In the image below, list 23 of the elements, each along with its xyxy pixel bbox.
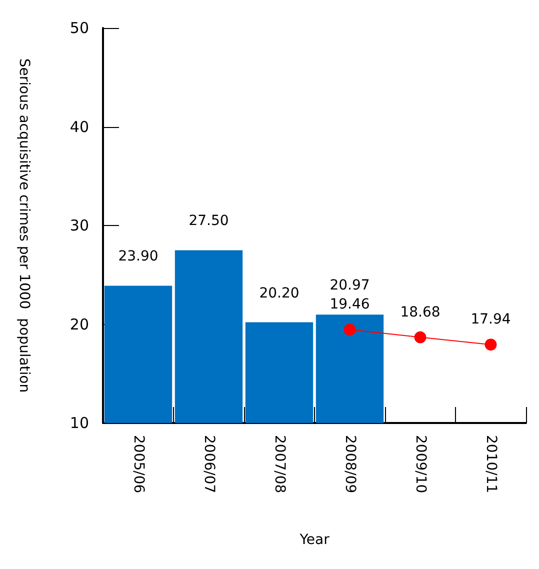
- y-tick-label: 20: [70, 315, 89, 334]
- data-label: 18.68: [400, 304, 440, 320]
- x-tick-label: 2006/07: [200, 435, 217, 494]
- data-label: 20.97: [330, 278, 370, 294]
- y-axis-title: Serious acquisitive crimes per 1000 population: [16, 58, 32, 393]
- x-tick-label: 2008/09: [342, 435, 358, 494]
- data-label: 19.46: [330, 296, 370, 313]
- point: [344, 324, 356, 336]
- x-axis-title: Year: [298, 532, 330, 548]
- y-tick-label: 30: [70, 216, 89, 234]
- data-label: 27.50: [188, 213, 229, 230]
- data-label: 20.20: [259, 285, 300, 302]
- x-tick-label: 2005/06: [130, 435, 146, 494]
- point: [484, 338, 497, 351]
- y-tick-label: 10: [70, 414, 89, 432]
- point: [414, 331, 426, 344]
- x-tick-label: 2007/08: [271, 435, 288, 494]
- data-label: 23.90: [118, 248, 158, 265]
- x-tick-label: 2010/11: [482, 435, 499, 494]
- y-tick-label: 40: [70, 118, 89, 136]
- y-tick-label: 50: [70, 19, 89, 37]
- data-label: 17.94: [470, 312, 511, 328]
- x-tick-label: 2009/10: [412, 435, 428, 494]
